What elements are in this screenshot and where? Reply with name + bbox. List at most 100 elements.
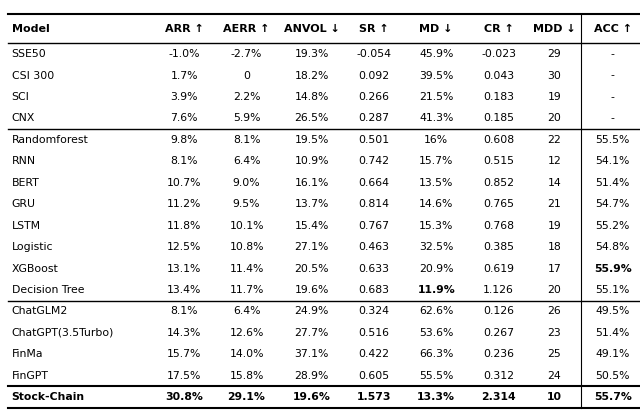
Text: 29.1%: 29.1% bbox=[228, 392, 266, 402]
Text: FinGPT: FinGPT bbox=[12, 371, 49, 381]
Text: Model: Model bbox=[12, 24, 49, 34]
Text: 39.5%: 39.5% bbox=[419, 71, 453, 81]
Text: 0.126: 0.126 bbox=[483, 306, 514, 316]
Text: 20.9%: 20.9% bbox=[419, 264, 454, 273]
Text: 54.8%: 54.8% bbox=[596, 242, 630, 252]
Text: 0.236: 0.236 bbox=[483, 349, 514, 359]
Text: 37.1%: 37.1% bbox=[294, 349, 329, 359]
Text: 16%: 16% bbox=[424, 135, 448, 145]
Text: 49.5%: 49.5% bbox=[596, 306, 630, 316]
Text: 0.422: 0.422 bbox=[358, 349, 390, 359]
Text: 20: 20 bbox=[547, 285, 561, 295]
Text: 0.267: 0.267 bbox=[483, 328, 514, 338]
Text: 21: 21 bbox=[547, 199, 561, 209]
Text: BERT: BERT bbox=[12, 178, 39, 188]
Text: 32.5%: 32.5% bbox=[419, 242, 453, 252]
Text: 10.8%: 10.8% bbox=[229, 242, 264, 252]
Text: 50.5%: 50.5% bbox=[595, 371, 630, 381]
Text: 0: 0 bbox=[243, 71, 250, 81]
Text: 11.9%: 11.9% bbox=[417, 285, 455, 295]
Text: 1.7%: 1.7% bbox=[170, 71, 198, 81]
Text: 15.8%: 15.8% bbox=[229, 371, 264, 381]
Text: 0.768: 0.768 bbox=[483, 221, 514, 231]
Text: 10: 10 bbox=[547, 392, 562, 402]
Text: GRU: GRU bbox=[12, 199, 36, 209]
Text: 29: 29 bbox=[547, 49, 561, 59]
Text: 13.7%: 13.7% bbox=[294, 199, 329, 209]
Text: 0.312: 0.312 bbox=[483, 371, 514, 381]
Text: 24: 24 bbox=[547, 371, 561, 381]
Text: 9.0%: 9.0% bbox=[233, 178, 260, 188]
Text: 0.516: 0.516 bbox=[358, 328, 390, 338]
Text: -: - bbox=[611, 92, 614, 102]
Text: 27.1%: 27.1% bbox=[294, 242, 329, 252]
Text: AERR ↑: AERR ↑ bbox=[223, 24, 270, 34]
Text: 0.515: 0.515 bbox=[483, 156, 514, 166]
Text: 15.3%: 15.3% bbox=[419, 221, 453, 231]
Text: 19.6%: 19.6% bbox=[292, 392, 331, 402]
Text: 19.5%: 19.5% bbox=[294, 135, 329, 145]
Text: 51.4%: 51.4% bbox=[596, 178, 630, 188]
Text: ACC ↑: ACC ↑ bbox=[594, 24, 632, 34]
Text: SSE50: SSE50 bbox=[12, 49, 46, 59]
Text: 27.7%: 27.7% bbox=[294, 328, 329, 338]
Text: 8.1%: 8.1% bbox=[170, 306, 198, 316]
Text: 0.266: 0.266 bbox=[358, 92, 390, 102]
Text: 54.7%: 54.7% bbox=[596, 199, 630, 209]
Text: 0.664: 0.664 bbox=[358, 178, 390, 188]
Text: ARR ↑: ARR ↑ bbox=[165, 24, 204, 34]
Text: 15.4%: 15.4% bbox=[294, 221, 329, 231]
Text: 19.3%: 19.3% bbox=[294, 49, 329, 59]
Text: 0.324: 0.324 bbox=[358, 306, 390, 316]
Text: 0.385: 0.385 bbox=[483, 242, 514, 252]
Text: 14.6%: 14.6% bbox=[419, 199, 453, 209]
Text: 11.7%: 11.7% bbox=[229, 285, 264, 295]
Text: 49.1%: 49.1% bbox=[596, 349, 630, 359]
Text: 0.092: 0.092 bbox=[358, 71, 390, 81]
Text: CR ↑: CR ↑ bbox=[484, 24, 513, 34]
Text: 19: 19 bbox=[547, 221, 561, 231]
Text: 9.8%: 9.8% bbox=[170, 135, 198, 145]
Text: 1.126: 1.126 bbox=[483, 285, 514, 295]
Text: 20.5%: 20.5% bbox=[294, 264, 329, 273]
Text: 20: 20 bbox=[547, 113, 561, 123]
Text: 55.5%: 55.5% bbox=[419, 371, 453, 381]
Text: 18.2%: 18.2% bbox=[294, 71, 329, 81]
Text: 0.043: 0.043 bbox=[483, 71, 514, 81]
Text: 12.6%: 12.6% bbox=[229, 328, 264, 338]
Text: 10.7%: 10.7% bbox=[167, 178, 202, 188]
Text: ChatGPT(3.5Turbo): ChatGPT(3.5Turbo) bbox=[12, 328, 114, 338]
Text: 55.9%: 55.9% bbox=[594, 264, 632, 273]
Text: 25: 25 bbox=[547, 349, 561, 359]
Text: LSTM: LSTM bbox=[12, 221, 41, 231]
Text: 55.1%: 55.1% bbox=[596, 285, 630, 295]
Text: 62.6%: 62.6% bbox=[419, 306, 453, 316]
Text: 21.5%: 21.5% bbox=[419, 92, 453, 102]
Text: 0.287: 0.287 bbox=[358, 113, 390, 123]
Text: 54.1%: 54.1% bbox=[596, 156, 630, 166]
Text: Logistic: Logistic bbox=[12, 242, 53, 252]
Text: 8.1%: 8.1% bbox=[233, 135, 260, 145]
Text: 1.573: 1.573 bbox=[356, 392, 391, 402]
Text: Stock-Chain: Stock-Chain bbox=[12, 392, 84, 402]
Text: 0.183: 0.183 bbox=[483, 92, 514, 102]
Text: 10.9%: 10.9% bbox=[294, 156, 329, 166]
Text: 53.6%: 53.6% bbox=[419, 328, 453, 338]
Text: SR ↑: SR ↑ bbox=[359, 24, 389, 34]
Text: 17: 17 bbox=[547, 264, 561, 273]
Text: MDD ↓: MDD ↓ bbox=[532, 24, 575, 34]
Text: 14.3%: 14.3% bbox=[167, 328, 202, 338]
Text: 13.3%: 13.3% bbox=[417, 392, 455, 402]
Text: 0.814: 0.814 bbox=[358, 199, 390, 209]
Text: -: - bbox=[611, 71, 614, 81]
Text: SCI: SCI bbox=[12, 92, 29, 102]
Text: 5.9%: 5.9% bbox=[233, 113, 260, 123]
Text: 6.4%: 6.4% bbox=[233, 306, 260, 316]
Text: 6.4%: 6.4% bbox=[233, 156, 260, 166]
Text: Randomforest: Randomforest bbox=[12, 135, 88, 145]
Text: 10.1%: 10.1% bbox=[229, 221, 264, 231]
Text: 0.767: 0.767 bbox=[358, 221, 390, 231]
Text: 41.3%: 41.3% bbox=[419, 113, 453, 123]
Text: 13.1%: 13.1% bbox=[167, 264, 202, 273]
Text: 0.742: 0.742 bbox=[358, 156, 390, 166]
